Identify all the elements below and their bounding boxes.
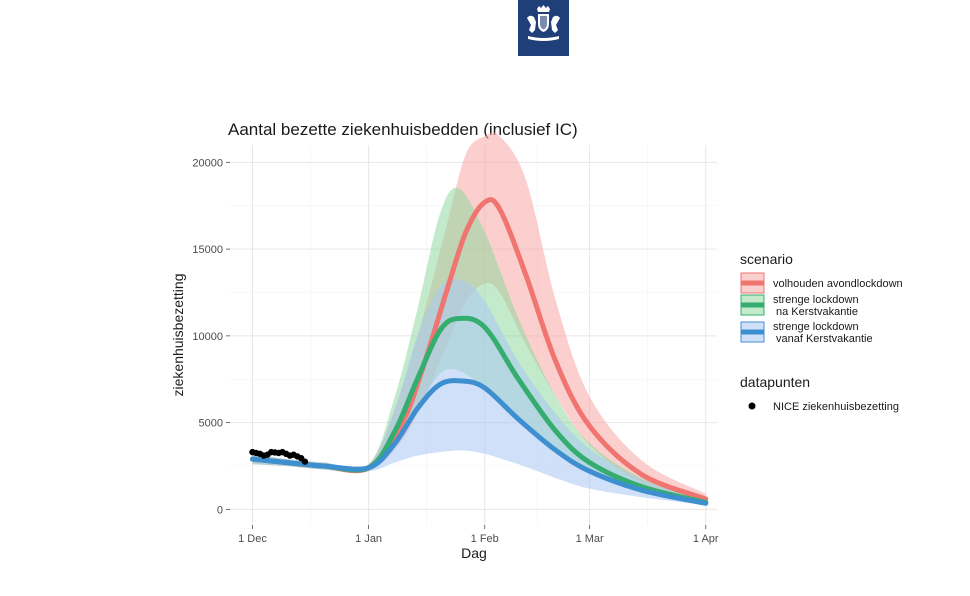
legend-label-3: strenge lockdown vanaf Kerstvakantie <box>773 321 873 345</box>
x-axis-ticks: 1 Dec 1 Jan 1 Feb 1 Mar 1 Apr <box>238 525 719 545</box>
series-lines <box>250 197 709 506</box>
band-series-3 <box>252 279 706 505</box>
chart-title: Aantal bezette ziekenhuisbedden (inclusi… <box>228 120 578 139</box>
y-tick-label: 10000 <box>192 331 223 343</box>
rijksoverheid-emblem-icon <box>518 0 569 56</box>
band-series-1 <box>252 132 706 503</box>
y-tick-label: 15000 <box>192 244 223 256</box>
legend-label-nice: NICE ziekenhuisbezetting <box>773 401 899 413</box>
y-tick-label: 0 <box>217 504 223 516</box>
data-points <box>249 448 309 465</box>
y-axis-title: ziekenhuisbezetting <box>170 274 186 397</box>
y-axis-ticks: 0 5000 10000 15000 20000 <box>192 157 230 516</box>
legend: scenario volhouden avondlockdown strenge … <box>740 251 903 413</box>
y-tick-label: 5000 <box>199 418 223 430</box>
x-tick-label: 1 Mar <box>576 533 604 545</box>
confidence-bands <box>252 132 706 505</box>
x-tick-label: 1 Feb <box>471 533 499 545</box>
x-tick-label: 1 Dec <box>238 533 267 545</box>
legend-label-1: volhouden avondlockdown <box>773 278 903 290</box>
y-tick-label: 20000 <box>192 157 223 169</box>
x-tick-label: 1 Jan <box>355 533 382 545</box>
x-axis-title: Dag <box>461 545 487 561</box>
line-series-3 <box>250 378 709 506</box>
x-tick-label: 1 Apr <box>693 533 719 545</box>
legend-title-datapunten: datapunten <box>740 374 810 390</box>
nice-point <box>301 458 309 465</box>
legend-label-2: strenge lockdown na Kerstvakantie <box>773 294 859 318</box>
legend-key-nice <box>748 402 756 410</box>
legend-title-scenario: scenario <box>740 251 793 267</box>
